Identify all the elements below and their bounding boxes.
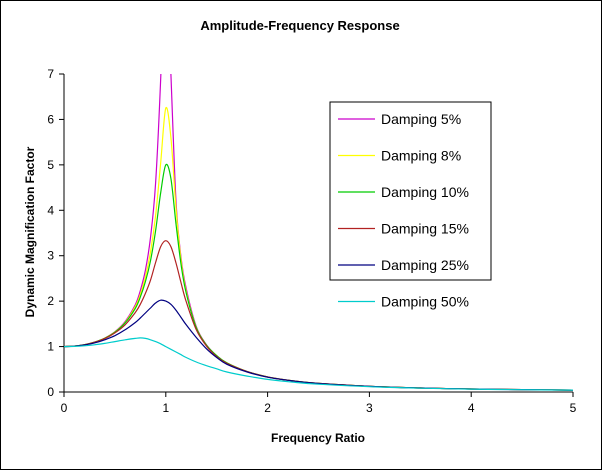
- x-tick-label: 2: [264, 401, 271, 415]
- x-tick-label: 5: [570, 401, 577, 415]
- plot-area: 0 1 2 3 4 5 6 7 0 1 2 3 4 5: [47, 67, 577, 415]
- y-tick-label: 6: [47, 112, 54, 126]
- series-line-5: [64, 337, 573, 391]
- legend-label: Damping 8%: [381, 148, 461, 164]
- series-line-1: [64, 106, 573, 391]
- series-line-4: [64, 299, 573, 391]
- y-tick-label: 3: [47, 249, 54, 263]
- y-tick-label: 1: [47, 340, 54, 354]
- x-axis-label: Frequency Ratio: [271, 431, 365, 445]
- y-tick-label: 4: [47, 203, 54, 217]
- series-lines: [64, 74, 573, 391]
- series-line-0: [64, 74, 573, 391]
- x-tick-label: 1: [162, 401, 169, 415]
- legend: Damping 5% Damping 8% Damping 10% Damping 1…: [329, 101, 492, 310]
- legend-label: Damping 50%: [381, 294, 469, 310]
- y-tick-label: 7: [47, 67, 54, 81]
- series-line-3: [64, 240, 573, 391]
- y-tick-label: 0: [47, 385, 54, 399]
- x-tick-label: 0: [61, 401, 68, 415]
- y-tick-label: 5: [47, 158, 54, 172]
- series-line-2: [64, 163, 573, 391]
- chart-title: Amplitude-Frequency Response: [200, 18, 399, 33]
- y-axis-label: Dynamic Magnification Factor: [23, 146, 37, 317]
- legend-box: [329, 101, 492, 281]
- legend-label: Damping 15%: [381, 221, 469, 237]
- x-tick-label: 4: [468, 401, 475, 415]
- x-tick-label: 3: [366, 401, 373, 415]
- legend-label: Damping 25%: [381, 257, 469, 273]
- legend-label: Damping 5%: [381, 111, 461, 127]
- y-tick-label: 2: [47, 294, 54, 308]
- legend-label: Damping 10%: [381, 184, 469, 200]
